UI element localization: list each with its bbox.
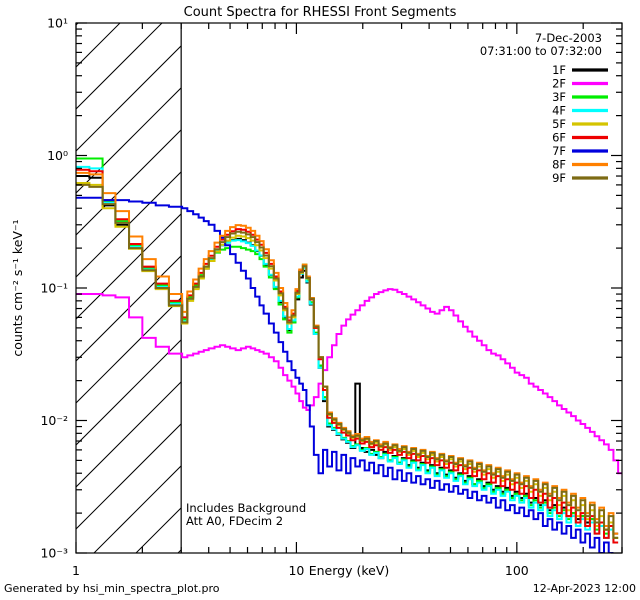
spectrum-line-9f: [76, 183, 619, 539]
legend-label-2f: 2F: [552, 77, 566, 91]
annotation-attenuator: Att A0, FDecim 2: [186, 514, 283, 528]
page-title: Count Spectra for RHESSI Front Segments: [184, 5, 457, 20]
spectra-series-group: [76, 157, 622, 553]
legend-label-5f: 5F: [552, 117, 566, 131]
y-tick-label: 10⁻³: [40, 546, 68, 561]
legend-label-6f: 6F: [552, 131, 566, 145]
x-tick-label: 100: [505, 563, 529, 578]
footer-generated-by: Generated by hsi_min_spectra_plot.pro: [4, 582, 220, 595]
y-tick-label: 10¹: [47, 16, 68, 31]
y-axis-label: counts cm⁻² s⁻¹ keV⁻¹: [10, 219, 25, 356]
legend-date: 7-Dec-2003: [535, 31, 602, 45]
legend-label-1f: 1F: [552, 63, 566, 77]
legend-label-8f: 8F: [552, 158, 566, 172]
spectrum-line-4f: [76, 165, 619, 544]
spectrum-line-7f: [76, 196, 614, 553]
legend-label-4f: 4F: [552, 104, 566, 118]
spectrum-line-2f: [76, 288, 622, 475]
x-tick-label: 10: [288, 563, 304, 578]
footer-timestamp: 12-Apr-2023 12:00: [533, 582, 636, 595]
legend-label-3f: 3F: [552, 90, 566, 104]
legend-label-7f: 7F: [552, 144, 566, 158]
annotation-includes-background: Includes Background: [186, 501, 306, 515]
legend-time-range: 07:31:00 to 07:32:00: [480, 44, 602, 58]
x-tick-label: 1: [72, 563, 80, 578]
axis-ticks: [75, 22, 623, 554]
legend: 7-Dec-2003 07:31:00 to 07:32:00 1F2F3F4F…: [480, 31, 608, 185]
y-tick-label: 10⁻¹: [40, 281, 68, 296]
legend-label-9f: 9F: [552, 171, 566, 185]
x-axis-label: Energy (keV): [309, 563, 390, 578]
axis-tick-labels: 1 10 100 10⁻³ 10⁻² 10⁻¹ 10⁰ 10¹: [40, 16, 528, 579]
y-tick-label: 10⁻²: [40, 413, 68, 428]
y-tick-label: 10⁰: [47, 148, 68, 163]
